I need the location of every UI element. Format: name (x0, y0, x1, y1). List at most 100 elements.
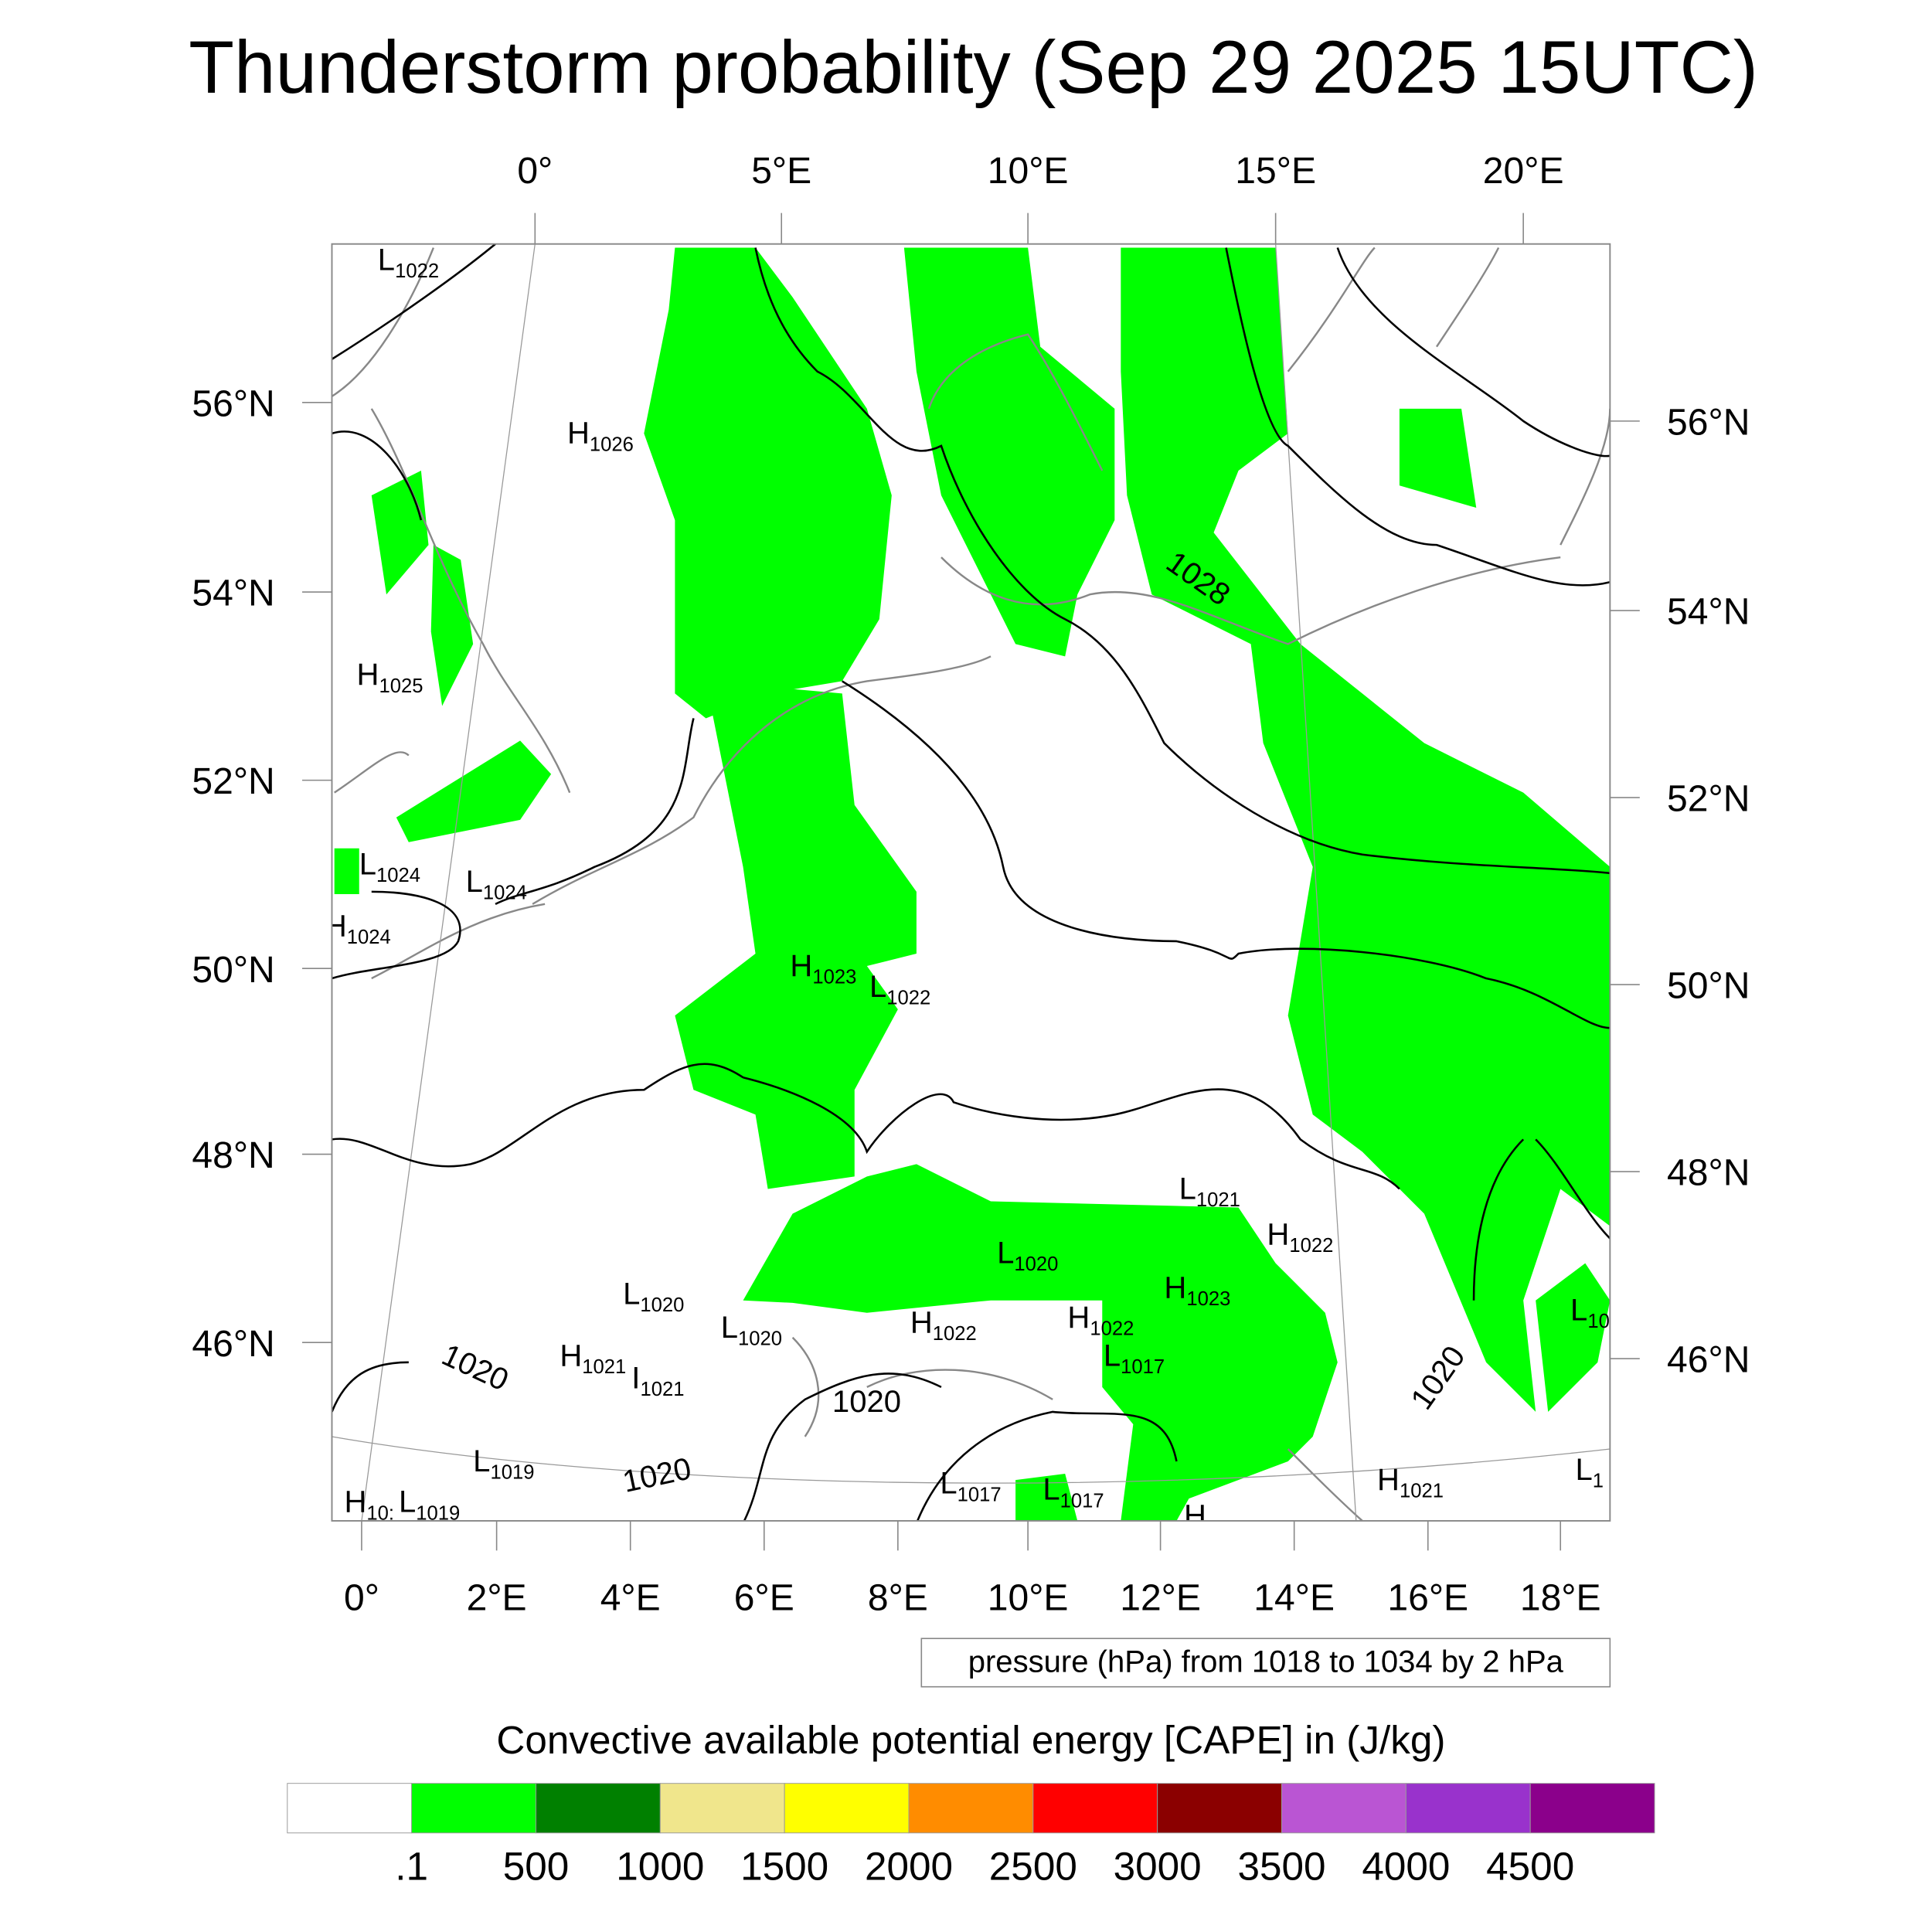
isobar-label: 1020 (437, 1338, 513, 1398)
bottom-lon-label: 8°E (868, 1577, 928, 1618)
pressure-label: H (1184, 1498, 1206, 1532)
coastlines (332, 247, 1611, 1521)
pressure-label: L1017 (1104, 1339, 1165, 1379)
pressure-label: L1022 (378, 243, 439, 282)
bottom-lon-label: 6°E (734, 1577, 794, 1618)
pressure-label: H1026 (567, 417, 634, 456)
pressure-label: L1017 (940, 1467, 1001, 1506)
top-lon-label: 20°E (1483, 150, 1564, 192)
bottom-lon-label: 4°E (600, 1577, 661, 1618)
right-lat-label: 52°N (1667, 778, 1750, 820)
colorbar-label: 3000 (1114, 1845, 1202, 1889)
cape-area-hungary (1536, 1263, 1611, 1412)
pressure-label: H1022 (1067, 1301, 1134, 1340)
bottom-lon-label: 12°E (1120, 1577, 1201, 1618)
pressure-label: H1025 (357, 658, 423, 697)
colorbar-swatch (1529, 1783, 1655, 1834)
isobar-label: 1020 (832, 1385, 901, 1419)
cape-area-alps (743, 1164, 1338, 1521)
colorbar-swatch (908, 1783, 1034, 1834)
pressure-label: H1023 (1164, 1270, 1230, 1310)
graticule (332, 243, 1611, 1521)
colorbar-label: 500 (503, 1845, 570, 1889)
bottom-lon-label: 10°E (988, 1577, 1069, 1618)
left-lat-label: 48°N (192, 1134, 274, 1176)
left-lat-label: 56°N (192, 383, 274, 424)
bottom-lon-label: 14°E (1253, 1577, 1335, 1618)
colorbar-label: 3500 (1237, 1845, 1325, 1889)
colorbar-label: 1500 (740, 1845, 828, 1889)
isobar-label: 1020 (620, 1451, 694, 1499)
pressure-label: H1022 (910, 1305, 977, 1345)
right-latitude-axis: 56°N 54°N 52°N 50°N 48°N 46°N (1610, 402, 1750, 1381)
pressure-label: I1021 (631, 1361, 684, 1400)
cape-area-italy (1015, 1474, 1078, 1521)
pressure-center-labels: L1022 H1026 H1025 L1024 L1024 H1024 H102… (325, 243, 1609, 1532)
cape-area-uk-north (371, 470, 429, 595)
colorbar-swatch (1157, 1783, 1282, 1834)
colorbar-swatch (535, 1783, 661, 1834)
pressure-label: H1021 (560, 1339, 626, 1379)
cape-area-north-sea (644, 247, 892, 719)
pressure-label: H10: (345, 1485, 395, 1525)
colorbar-label: .1 (395, 1845, 428, 1889)
cape-area-uk-south (334, 848, 359, 895)
pressure-label: H1022 (1267, 1218, 1333, 1257)
pressure-legend-text: pressure (hPa) from 1018 to 1034 by 2 hP… (968, 1645, 1564, 1679)
pressure-label: L1022 (869, 970, 930, 1009)
top-lon-label: 5°E (751, 150, 811, 192)
pressure-label: L1019 (473, 1444, 534, 1484)
pressure-label: L1 (1575, 1453, 1604, 1492)
right-lat-label: 56°N (1667, 402, 1750, 444)
cape-area-thames (396, 740, 552, 842)
pressure-legend: pressure (hPa) from 1018 to 1034 by 2 hP… (920, 1638, 1611, 1688)
map-frame (331, 243, 1611, 1522)
colorbar-swatch (659, 1783, 785, 1834)
cape-area-uk-east (430, 545, 474, 706)
colorbar-label: 2500 (989, 1845, 1077, 1889)
colorbar-swatch (411, 1783, 536, 1834)
pressure-label: H1023 (790, 949, 856, 988)
pressure-label: L1019 (399, 1485, 460, 1525)
cape-area-benelux-france (675, 681, 917, 1189)
isobar-contours (332, 243, 1611, 1521)
top-lon-label: 0° (517, 150, 553, 192)
pressure-label: H1024 (325, 910, 391, 949)
bottom-lon-label: 0° (344, 1577, 379, 1618)
figure-title: Thunderstorm probability (Sep 29 2025 15… (189, 26, 1758, 109)
colorbar-swatch (784, 1783, 910, 1834)
colorbar-label: 4000 (1362, 1845, 1450, 1889)
pressure-label: L1024 (466, 865, 527, 904)
pressure-label: L1020 (623, 1277, 684, 1317)
colorbar-swatch (1032, 1783, 1158, 1834)
left-lat-label: 52°N (192, 760, 274, 802)
right-lat-label: 48°N (1667, 1152, 1750, 1194)
pressure-label: L1021 (1179, 1172, 1240, 1211)
colorbar-title: Convective available potential energy [C… (496, 1718, 1445, 1762)
pressure-label: L1017 (1043, 1473, 1104, 1512)
isobar-label: 1020 (1404, 1340, 1471, 1416)
cape-area-poland (1121, 247, 1611, 1412)
left-lat-label: 46°N (192, 1323, 274, 1365)
bottom-lon-label: 2°E (467, 1577, 527, 1618)
pressure-label: L1020 (721, 1311, 782, 1350)
top-lon-label: 10°E (988, 150, 1069, 192)
bottom-lon-label: 18°E (1520, 1577, 1601, 1618)
left-lat-label: 54°N (192, 573, 274, 614)
cape-area-denmark (903, 247, 1115, 657)
colorbar-swatch (1405, 1783, 1531, 1834)
bottom-lon-label: 16°E (1387, 1577, 1468, 1618)
colorbar-label: 1000 (616, 1845, 704, 1889)
pressure-label: L1020 (997, 1236, 1058, 1276)
right-lat-label: 54°N (1667, 591, 1750, 633)
colorbar-label: 2000 (865, 1845, 953, 1889)
left-lat-label: 50°N (192, 949, 274, 991)
pressure-label: H1021 (1377, 1463, 1444, 1502)
colorbar-swatch (1281, 1783, 1406, 1834)
map-area: L1022 H1026 H1025 L1024 L1024 H1024 H102… (325, 243, 1611, 1532)
colorbar-label: 4500 (1486, 1845, 1574, 1889)
right-lat-label: 50°N (1667, 965, 1750, 1007)
cape-colorbar: .1 500 1000 1500 2000 2500 3000 3500 4000 4500 (287, 1783, 1655, 1889)
right-lat-label: 46°N (1667, 1339, 1750, 1381)
